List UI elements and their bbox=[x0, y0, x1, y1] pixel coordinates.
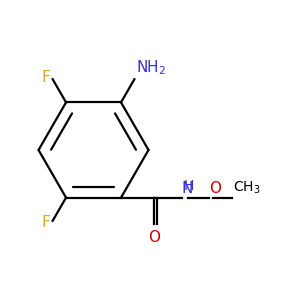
Text: H: H bbox=[183, 179, 194, 193]
Text: F: F bbox=[41, 215, 50, 230]
Text: CH$_3$: CH$_3$ bbox=[233, 180, 261, 196]
Text: NH$_2$: NH$_2$ bbox=[136, 58, 166, 77]
Text: O: O bbox=[148, 230, 160, 245]
Text: O: O bbox=[209, 181, 221, 196]
Text: N: N bbox=[182, 181, 193, 196]
Text: F: F bbox=[41, 70, 50, 85]
